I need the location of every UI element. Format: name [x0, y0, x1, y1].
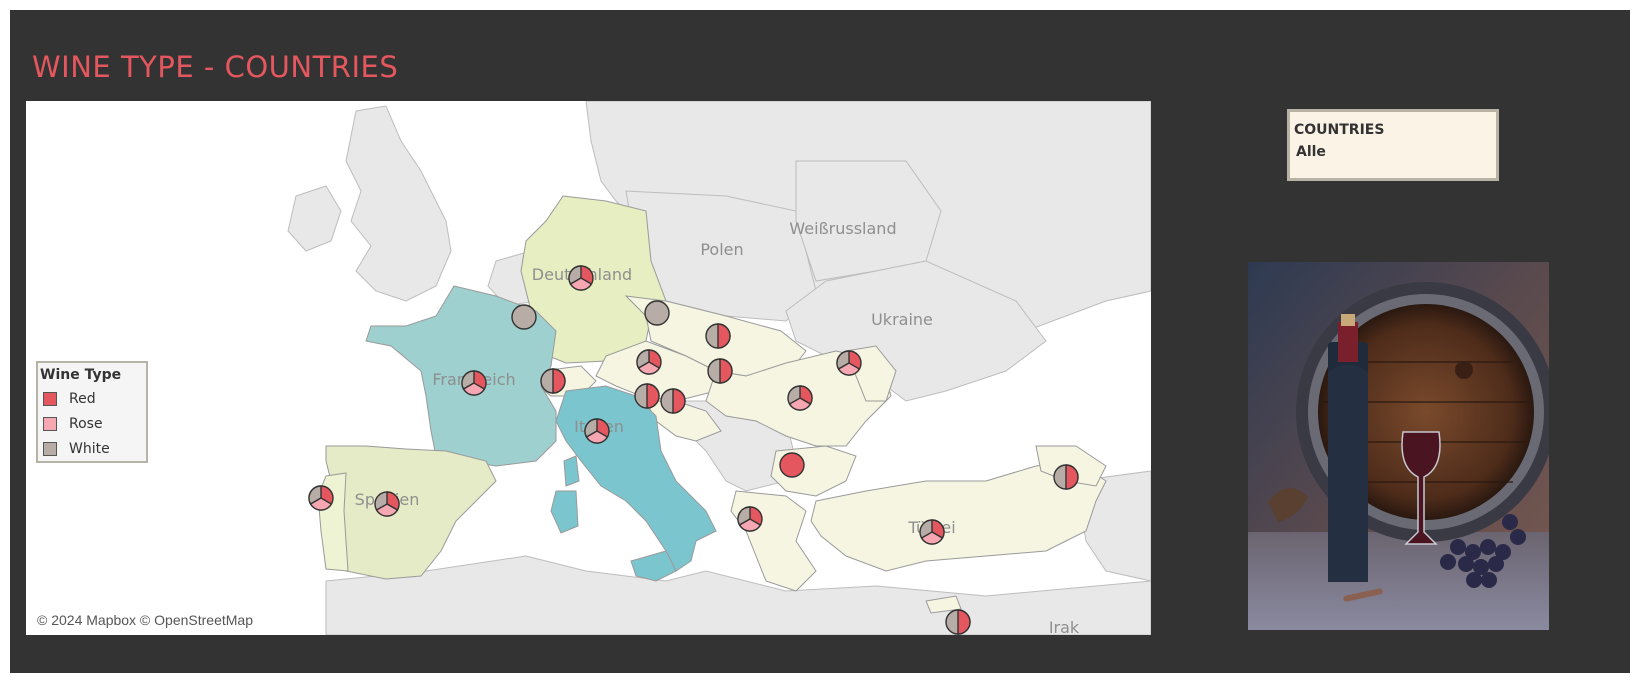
pie-croatia[interactable]: [660, 388, 686, 414]
countries-filter[interactable]: COUNTRIES Alle: [1287, 109, 1499, 181]
legend-swatch-rose: [43, 417, 57, 431]
wine-type-legend: Wine Type Red Rose White: [36, 361, 148, 463]
label-polen: Polen: [700, 240, 743, 259]
label-irak: Irak: [1049, 618, 1080, 635]
pie-turkey[interactable]: [919, 519, 945, 545]
legend-swatch-red: [43, 392, 57, 406]
wine-bottle-barrel-photo: [1248, 262, 1549, 630]
pie-italy[interactable]: [584, 418, 610, 444]
pie-slovenia[interactable]: [634, 383, 660, 409]
dashboard-title: WINE TYPE - COUNTRIES: [32, 50, 399, 84]
country-sardinia: [550, 490, 579, 534]
europe-map[interactable]: Deutschland Polen Weißrussland Ukraine F…: [26, 101, 1151, 635]
land-ukraine: [785, 260, 1047, 402]
country-spain: [325, 445, 497, 580]
legend-label-red: Red: [69, 391, 96, 407]
label-ukraine: Ukraine: [871, 310, 933, 329]
country-turkey: [810, 460, 1107, 572]
country-corsica: [563, 455, 580, 487]
legend-label-rose: Rose: [69, 416, 103, 432]
pie-austria[interactable]: [636, 349, 662, 375]
country-greece-albania: [730, 490, 817, 592]
pie-czechia[interactable]: [644, 300, 670, 326]
pie-slovakia[interactable]: [705, 323, 731, 349]
country-cyprus: [925, 595, 962, 614]
land-britain: [345, 105, 452, 302]
pie-greece[interactable]: [737, 506, 763, 532]
map-attribution[interactable]: © 2024 Mapbox © OpenStreetMap: [34, 612, 256, 628]
pie-georgia[interactable]: [1053, 464, 1079, 490]
wine-photo-illustration: [1248, 262, 1549, 630]
filter-value[interactable]: Alle: [1296, 144, 1326, 160]
pie-spain[interactable]: [374, 491, 400, 517]
pie-portugal[interactable]: [308, 485, 334, 511]
country-sicily: [630, 550, 677, 582]
pie-romania[interactable]: [787, 385, 813, 411]
pie-germany[interactable]: [568, 265, 594, 291]
filter-title: COUNTRIES: [1294, 122, 1385, 138]
legend-title: Wine Type: [40, 367, 122, 383]
legend-swatch-white: [43, 442, 57, 456]
pie-hungary[interactable]: [707, 358, 733, 384]
legend-label-white: White: [69, 441, 110, 457]
pie-moldova[interactable]: [836, 350, 862, 376]
map-canvas: Deutschland Polen Weißrussland Ukraine F…: [287, 101, 1151, 635]
land-africa: [325, 555, 1151, 635]
pie-switzerland[interactable]: [540, 368, 566, 394]
pie-cyprus[interactable]: [945, 609, 971, 635]
label-weissrussland: Weißrussland: [789, 219, 896, 238]
pie-luxembourg[interactable]: [511, 304, 537, 330]
pie-france[interactable]: [461, 370, 487, 396]
land-ireland: [287, 185, 342, 252]
pie-bulgaria[interactable]: [779, 452, 805, 478]
